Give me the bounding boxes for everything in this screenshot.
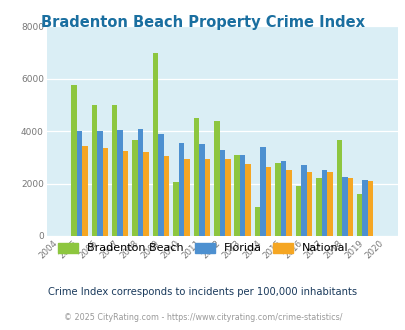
Bar [163,156,169,236]
Bar [254,207,260,236]
Bar [71,85,77,236]
Bar [275,163,280,236]
Bar [97,131,102,236]
Bar [143,152,149,236]
Bar [123,151,128,236]
Bar [265,167,271,236]
Bar [336,140,341,236]
Bar [347,178,352,236]
Bar [117,130,123,236]
Bar [91,105,97,236]
Bar [193,118,198,236]
Bar [245,164,250,236]
Text: Bradenton Beach Property Crime Index: Bradenton Beach Property Crime Index [41,15,364,30]
Bar [138,129,143,236]
Bar [213,121,219,236]
Text: © 2025 CityRating.com - https://www.cityrating.com/crime-statistics/: © 2025 CityRating.com - https://www.city… [64,313,341,322]
Bar [306,172,311,236]
Bar [158,134,163,236]
Bar [224,159,230,236]
Bar [198,144,204,236]
Bar [315,178,321,236]
Legend: Bradenton Beach, Florida, National: Bradenton Beach, Florida, National [58,243,347,253]
Bar [239,155,245,236]
Bar [295,186,301,236]
Bar [219,149,224,236]
Bar [204,159,210,236]
Bar [321,171,326,236]
Bar [260,147,265,236]
Bar [326,172,332,236]
Bar [184,159,189,236]
Bar [367,181,373,236]
Bar [286,171,291,236]
Bar [362,180,367,236]
Bar [112,105,117,236]
Bar [82,146,87,236]
Bar [301,165,306,236]
Bar [77,131,82,236]
Bar [102,148,108,236]
Bar [132,140,138,236]
Bar [173,182,178,236]
Bar [356,194,362,236]
Bar [341,177,347,236]
Bar [280,161,286,236]
Text: Crime Index corresponds to incidents per 100,000 inhabitants: Crime Index corresponds to incidents per… [48,287,357,297]
Bar [234,155,239,236]
Bar [152,52,158,236]
Bar [178,143,184,236]
